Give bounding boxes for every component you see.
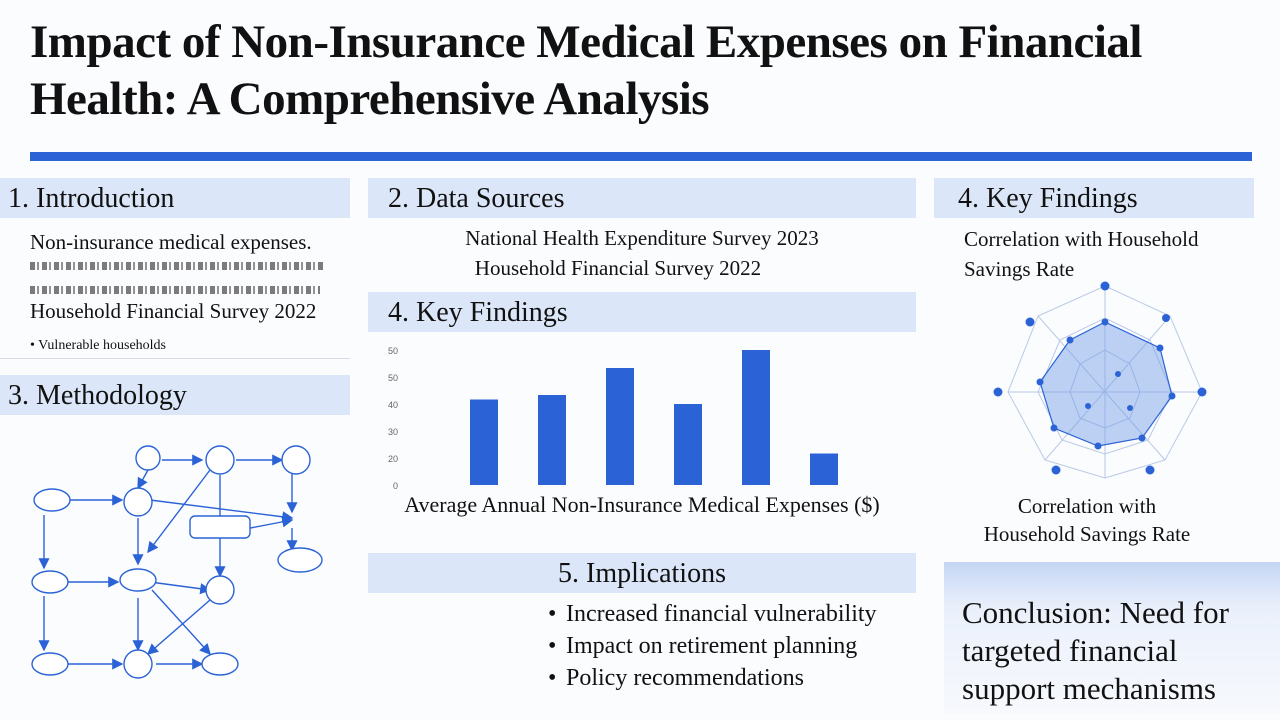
y-tick-label: 50 — [388, 346, 398, 356]
introduction-line-3: Household Financial Survey 2022 — [30, 299, 317, 323]
expenses-bar-chart: 0 20 30 40 50 50 — [388, 346, 838, 491]
introduction-header: 1. Introduction — [0, 178, 350, 218]
conclusion-panel — [944, 562, 1280, 714]
blurred-text-line — [30, 286, 320, 294]
conclusion-text: Conclusion: Need for targeted financial … — [962, 595, 1229, 706]
bar-3 — [606, 368, 634, 485]
methodology-flow-diagram — [31, 445, 323, 679]
introduction-line-1: Non-insurance medical expenses. — [30, 230, 312, 254]
y-tick-label: 30 — [388, 427, 398, 437]
page-title: Impact of Non-Insurance Medical Expenses… — [30, 16, 1143, 125]
data-source-item-1: National Health Expenditure Survey 2023 — [465, 226, 819, 250]
implication-item-2: Impact on retirement planning — [548, 630, 877, 662]
implications-list: Increased financial vulnerability Impact… — [548, 598, 877, 694]
radar-top-caption: Correlation with Household Savings Rate — [964, 227, 1199, 281]
y-tick-label: 50 — [388, 373, 398, 383]
title-underline — [30, 152, 1252, 161]
implication-item-1: Increased financial vulnerability — [548, 598, 877, 630]
key-findings-radar-header: 4. Key Findings — [934, 178, 1254, 218]
bar-2 — [538, 395, 566, 485]
y-tick-label: 0 — [393, 481, 398, 491]
radar-bottom-caption-line-2: Household Savings Rate — [983, 522, 1191, 546]
y-tick-label: 40 — [388, 400, 398, 410]
implication-item-3: Policy recommendations — [548, 662, 877, 694]
methodology-header: 3. Methodology — [0, 375, 350, 415]
data-source-item-2: Household Financial Survey 2022 — [474, 256, 762, 280]
implications-header: 5. Implications — [368, 553, 916, 593]
savings-radar-chart — [993, 281, 1207, 479]
introduction-bullet: • Vulnerable households — [30, 338, 167, 353]
divider — [0, 358, 350, 359]
y-tick-label: 20 — [388, 454, 398, 464]
data-sources-header: 2. Data Sources — [368, 178, 916, 218]
bar-6 — [810, 453, 838, 485]
bar-1 — [470, 399, 498, 485]
blurred-text-line — [30, 262, 324, 270]
bar-chart-caption: Average Annual Non-Insurance Medical Exp… — [404, 492, 880, 517]
bar-5 — [742, 350, 770, 485]
radar-bottom-caption-line-1: Correlation with — [1017, 494, 1157, 518]
key-findings-bar-header: 4. Key Findings — [368, 292, 916, 332]
bar-4 — [674, 404, 702, 485]
introduction-bullet-text: Vulnerable households — [38, 338, 167, 353]
